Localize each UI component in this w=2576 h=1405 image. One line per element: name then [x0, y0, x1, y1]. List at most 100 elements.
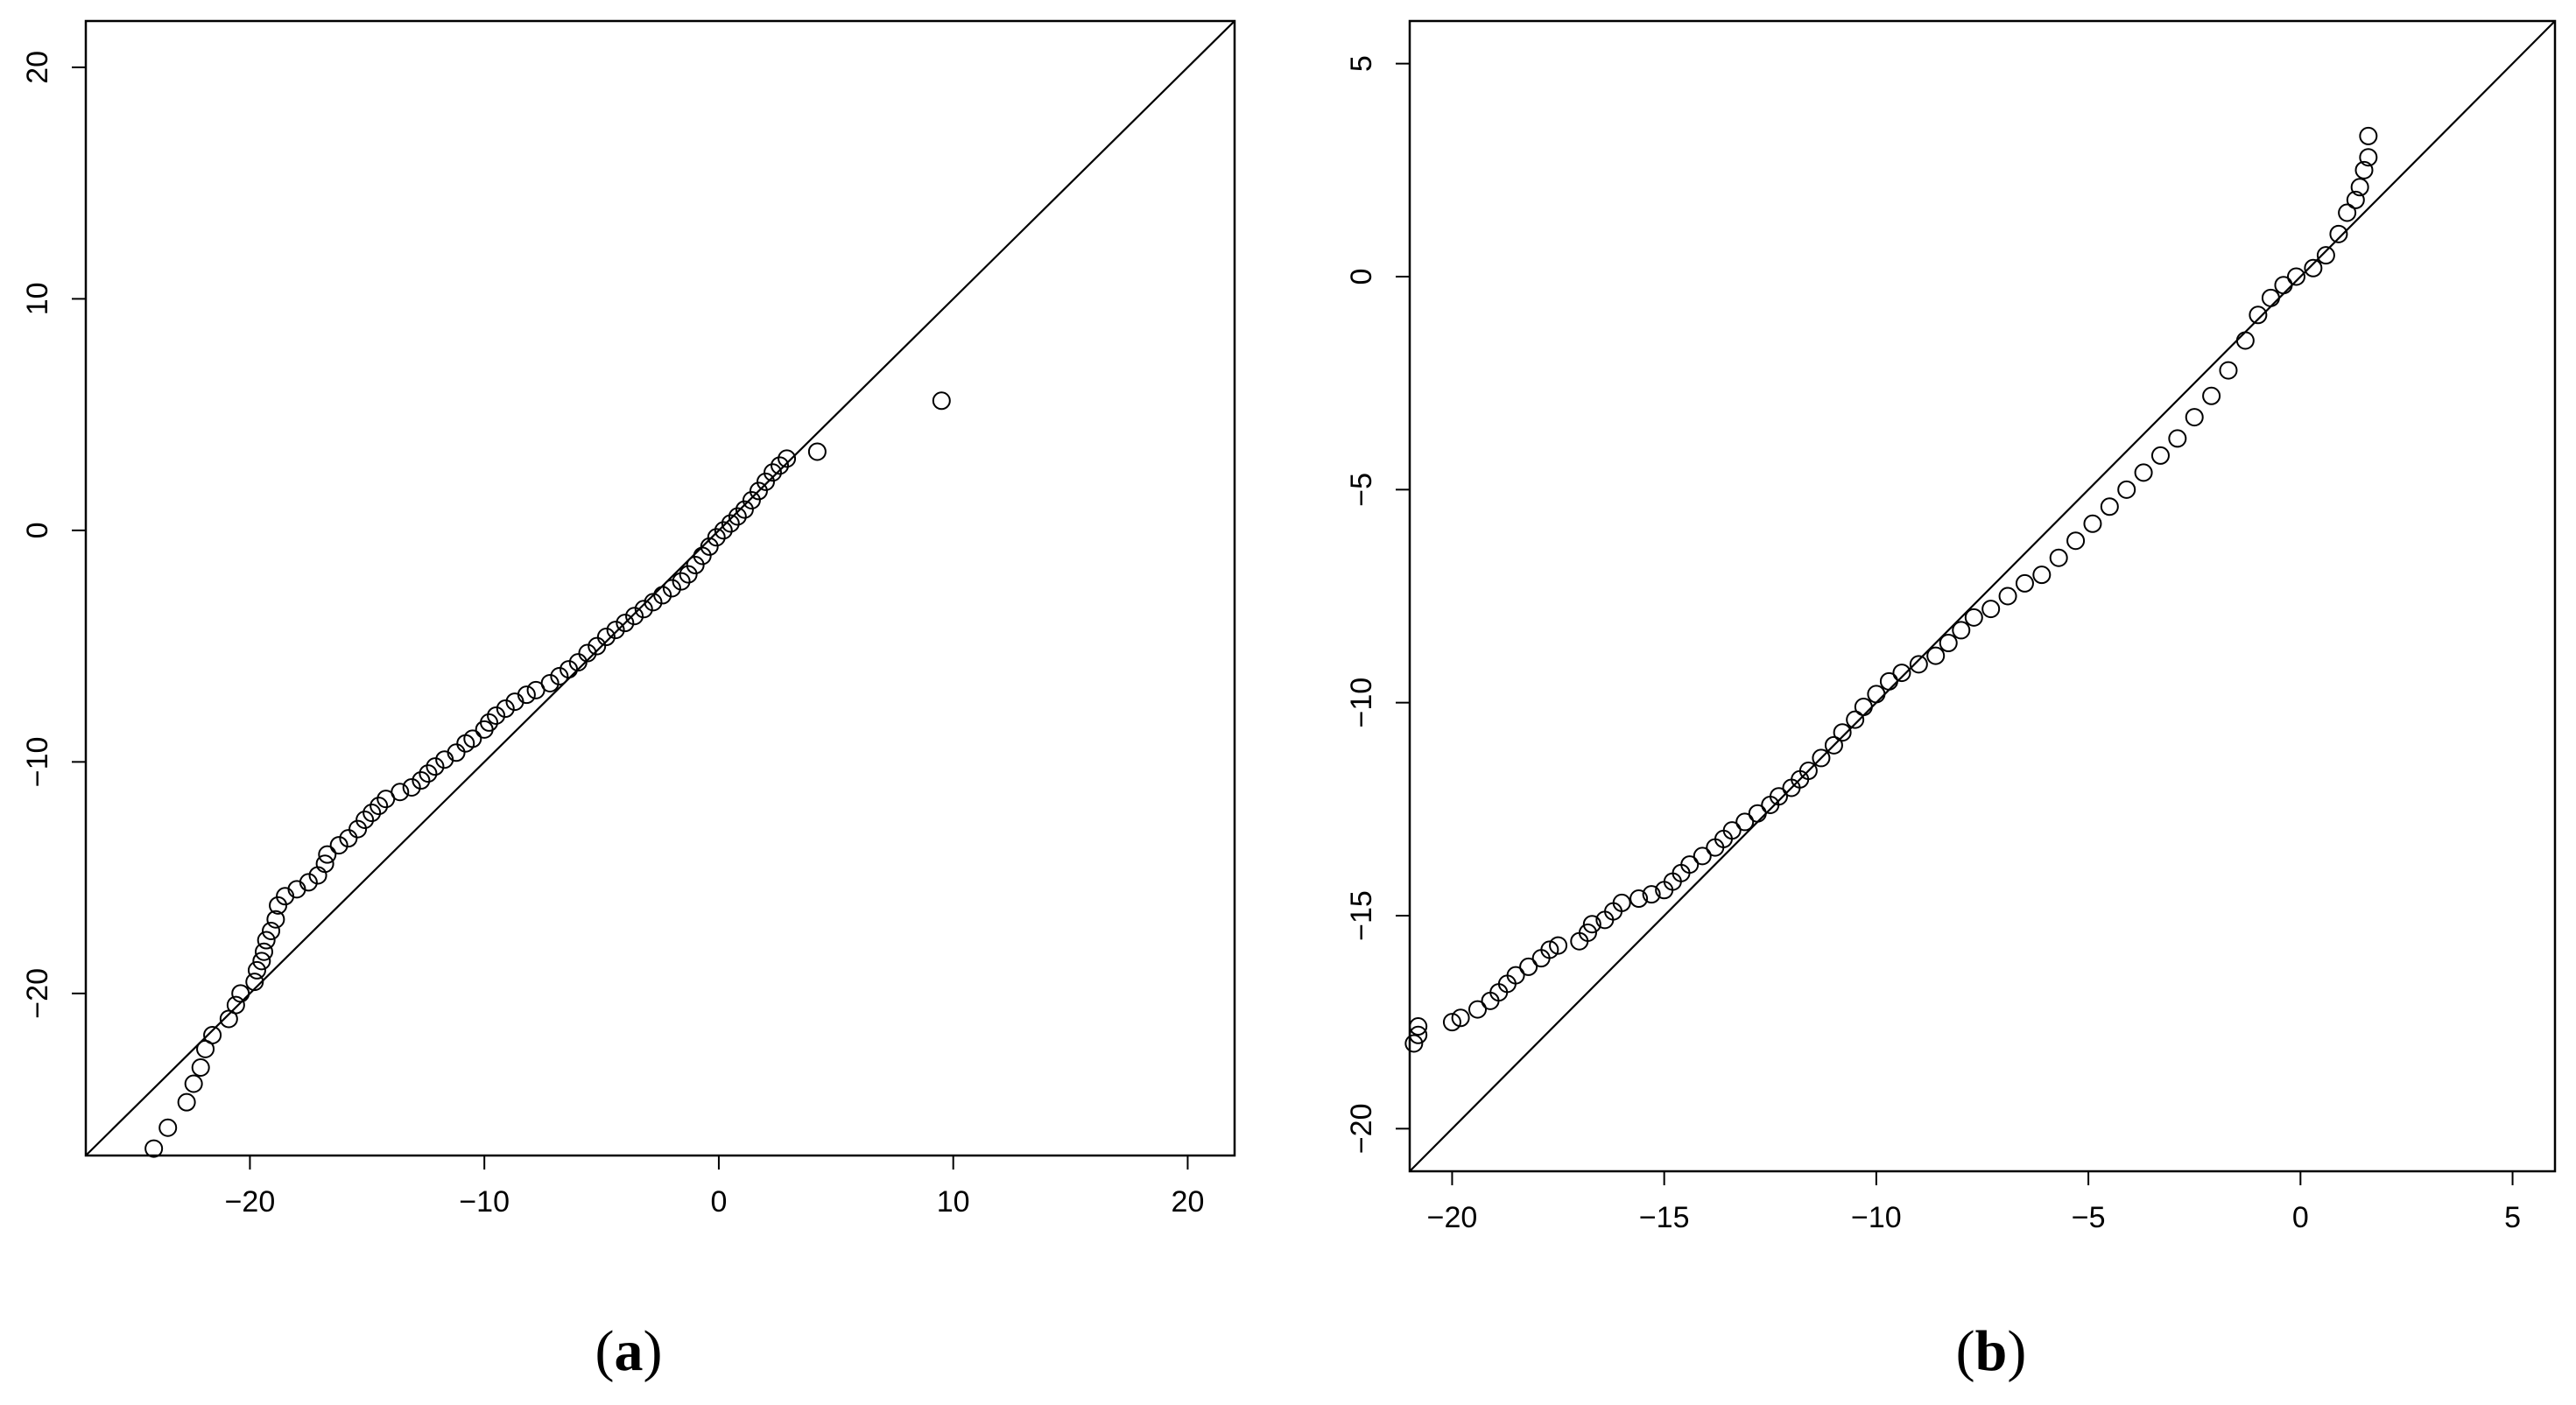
- panel-a-data-point: [447, 743, 466, 762]
- panel-b-data-point: [1892, 664, 1911, 683]
- panel-a-data-point: [707, 528, 726, 547]
- panel-b-x-tick-label: 0: [2292, 1201, 2309, 1234]
- panel-a-data-point: [266, 910, 285, 929]
- panel-a-data-point: [184, 1074, 203, 1093]
- panel-b-caption: (b): [1956, 1319, 2027, 1383]
- panel-a-data-point: [245, 973, 264, 992]
- panel-a-data-point: [191, 1057, 210, 1077]
- panel-a-data-point: [426, 757, 445, 776]
- panel-a-data-point: [568, 653, 588, 672]
- panel-b-data-point: [1404, 1034, 1424, 1053]
- panel-b-data-point: [1468, 1000, 1488, 1019]
- panel-b-data-point: [1642, 885, 1661, 904]
- panel-a-data-point: [158, 1118, 178, 1137]
- panel-b-data-point: [1909, 655, 1928, 674]
- panel-a-data-point: [348, 819, 368, 839]
- panel-b-plot: −20 −15 −10 −5 0 5 −20 −15 −10 −5 0 5: [1345, 19, 2557, 1234]
- panel-b-data-point: [2083, 514, 2102, 533]
- panel-b-data-point: [1680, 855, 1700, 875]
- panel-a-data-point: [721, 514, 740, 533]
- panel-a-data-point: [262, 921, 281, 940]
- panel-b-x-tick-label: −5: [2072, 1201, 2106, 1234]
- panel-b-x-tick-label: −10: [1851, 1201, 1902, 1234]
- panel-b-data-point: [1769, 787, 1788, 806]
- panel-a-data-point: [756, 472, 775, 491]
- panel-b-data-point: [1952, 621, 1971, 640]
- panel-a-data-point: [616, 614, 635, 633]
- panel-a-data-point: [735, 500, 754, 519]
- panel-b-data-point: [2185, 408, 2204, 427]
- panel-b-data-point: [2346, 190, 2365, 209]
- panel-b-x-tick-label: −15: [1639, 1201, 1690, 1234]
- panel-b-data-point: [1824, 735, 1843, 755]
- panel-a-data-point: [231, 984, 250, 1003]
- panel-a-data-point: [742, 490, 761, 509]
- panel-a-data-point: [932, 391, 951, 411]
- panel-b-data-point: [2338, 203, 2357, 222]
- panel-b-data-point: [2134, 463, 2153, 482]
- panel-b-data-point: [1612, 893, 1631, 912]
- panel-b-data-point: [1867, 685, 1886, 704]
- panel-a-data-point: [496, 699, 515, 719]
- panel-a-x-tick-label: −20: [225, 1185, 276, 1219]
- panel-b-data-point: [1519, 957, 1538, 976]
- panel-b-data-point: [2219, 361, 2238, 380]
- panel-b-data-point: [1879, 671, 1898, 691]
- panel-b-data-point: [2117, 480, 2136, 499]
- panel-b-data-point: [2202, 386, 2221, 405]
- panel-a-data-point: [318, 845, 337, 864]
- panel-a-y-tick-label: −20: [21, 968, 54, 1019]
- panel-a-data-point: [144, 1139, 164, 1158]
- panel-a-data-point: [764, 463, 783, 482]
- panel-b-data-point: [2359, 148, 2378, 167]
- panel-a-data-point: [686, 556, 705, 575]
- panel-a-data-point: [402, 777, 421, 797]
- panel-b-data-point: [2235, 331, 2255, 350]
- panel-a-data-point: [517, 685, 536, 705]
- panel-a-x-tick-label: 10: [937, 1185, 970, 1219]
- panel-b-data-point: [1722, 821, 1742, 840]
- panel-b-data-point: [1748, 804, 1767, 823]
- panel-b-y-tick-label: 0: [1345, 269, 1378, 285]
- panel-b-data-point: [1798, 762, 1818, 781]
- panel-a-data-point: [247, 960, 266, 980]
- panel-b-data-point: [1578, 923, 1597, 942]
- panel-a-data-point: [578, 643, 597, 663]
- panel-b-data-point: [1629, 889, 1649, 909]
- panel-b-data-point: [1812, 748, 1831, 768]
- panel-b-data-point: [1854, 698, 1873, 717]
- panel-a-data-point: [807, 442, 827, 461]
- panel-b-data-point: [1833, 723, 1852, 742]
- panel-b-data-point: [1409, 1025, 1428, 1044]
- panel-b-data-point: [1981, 600, 2001, 619]
- panel-b-data-point: [1998, 587, 2017, 606]
- panel-b-data-point: [2066, 531, 2086, 551]
- panel-b-data-point: [1735, 812, 1755, 832]
- panel-b-y-tick-label: −10: [1345, 678, 1378, 728]
- panel-a-data-point: [254, 942, 273, 961]
- panel-b-data-point: [2032, 566, 2052, 585]
- panel-a-plot: −20 −10 0 10 20 −20 −10 0 10 20: [21, 19, 1236, 1219]
- panel-b-data-point: [2249, 306, 2268, 325]
- panel-b-data-point: [1939, 634, 1958, 653]
- panel-a-data-point: [778, 449, 797, 468]
- panel-a-data-point: [391, 783, 410, 802]
- panel-a-data-point: [226, 995, 245, 1015]
- panel-a-data-point: [588, 636, 607, 656]
- panel-a-data-point: [644, 593, 663, 612]
- panel-b-y-tick-label: −15: [1345, 890, 1378, 941]
- panel-a-data-point: [487, 706, 506, 725]
- panel-b-reference-line: [1409, 20, 2556, 1172]
- panel-a-data-point: [728, 507, 747, 526]
- panel-a-y-tick-label: 0: [21, 522, 54, 538]
- panel-a-data-point: [355, 810, 375, 829]
- panel-a-data-point: [315, 854, 334, 874]
- panel-a-data-point: [339, 829, 358, 848]
- panel-a-data-point: [672, 572, 691, 591]
- panel-a-data-point: [596, 628, 616, 647]
- panel-a-data-point: [662, 579, 681, 598]
- panel-a-data-point: [480, 713, 499, 732]
- panel-a-data-point: [269, 896, 288, 915]
- panel-b-data-point: [2168, 429, 2187, 448]
